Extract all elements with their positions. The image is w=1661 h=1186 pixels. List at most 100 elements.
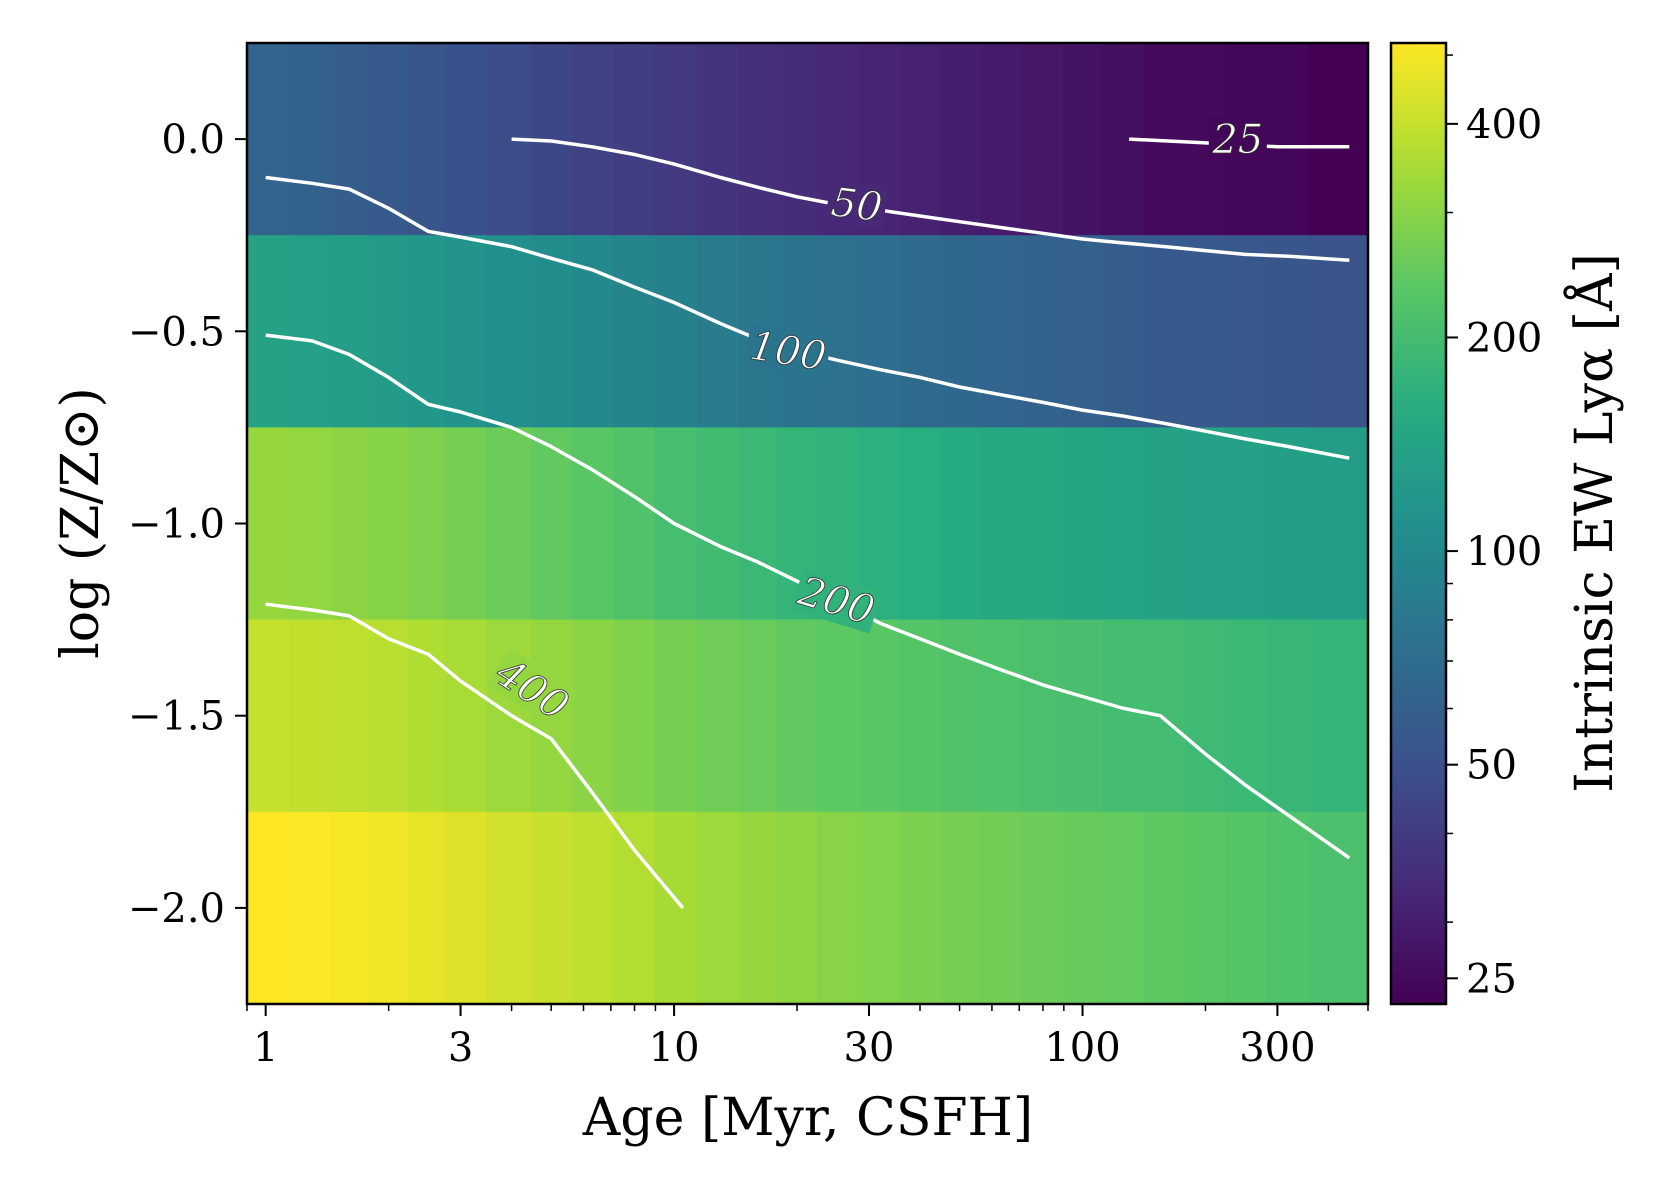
heatmap-cell bbox=[247, 619, 290, 813]
colorbar-frame bbox=[1389, 41, 1448, 1006]
heatmap-cell bbox=[816, 235, 860, 429]
contour-label-gap bbox=[825, 179, 889, 230]
heatmap-cell bbox=[247, 427, 290, 621]
heatmap-cell bbox=[1062, 619, 1104, 813]
heatmap-cell bbox=[739, 811, 779, 1004]
y-tick-label: −0.5 bbox=[128, 309, 225, 355]
colorbar-fill bbox=[1391, 43, 1446, 1004]
colorbar-title: Intrinsic EW Lyα [Å] bbox=[1563, 253, 1625, 793]
colorbar-tick-label: 400 bbox=[1466, 102, 1542, 148]
heatmap-cell bbox=[1062, 811, 1104, 1004]
heatmap-cell bbox=[613, 811, 656, 1004]
heatmap-cell bbox=[777, 43, 818, 236]
colorbar: 25 50 100 200 400 bbox=[1389, 41, 1542, 1006]
heatmap-cell bbox=[939, 619, 981, 813]
heatmap-cell bbox=[1144, 235, 1187, 429]
heatmap-cell bbox=[1266, 811, 1310, 1004]
heatmap-cell bbox=[571, 619, 615, 813]
heatmap-cell bbox=[1102, 427, 1145, 621]
contour-label: 50 bbox=[829, 179, 885, 231]
heatmap-cell bbox=[654, 619, 699, 813]
x-tick-label: 1 bbox=[253, 1025, 278, 1071]
heatmap-cell bbox=[288, 235, 332, 429]
heatmap-cell bbox=[980, 619, 1023, 813]
heatmap-cell bbox=[288, 619, 332, 813]
y-tick-label: −1.0 bbox=[128, 502, 225, 548]
heatmap-cell bbox=[571, 811, 615, 1004]
heatmap-cell bbox=[900, 811, 941, 1004]
heatmap-cell bbox=[739, 619, 779, 813]
heatmap-cell bbox=[939, 43, 981, 236]
heatmap-cell bbox=[247, 811, 290, 1004]
heatmap-cell bbox=[1266, 427, 1310, 621]
x-axis-title: Age [Myr, CSFH] bbox=[582, 1088, 1033, 1148]
heatmap-cell bbox=[444, 811, 487, 1004]
heatmap-cell bbox=[288, 427, 332, 621]
heatmap-cell bbox=[288, 43, 332, 236]
heatmap-cell bbox=[408, 235, 446, 429]
heatmap-cell bbox=[980, 427, 1023, 621]
heatmap-cell bbox=[777, 811, 818, 1004]
contour-label-group: 50 bbox=[825, 179, 889, 232]
x-tick-label: 10 bbox=[649, 1025, 700, 1071]
heatmap-cell bbox=[1102, 811, 1145, 1004]
heatmap-cell bbox=[900, 427, 941, 621]
x-tick-label: 30 bbox=[844, 1025, 895, 1071]
heatmap-cell bbox=[858, 811, 902, 1004]
heatmap-cell bbox=[654, 235, 699, 429]
heatmap-cell bbox=[1225, 811, 1268, 1004]
heatmap-cell bbox=[1185, 235, 1227, 429]
colorbar-tick-label: 25 bbox=[1466, 956, 1517, 1002]
heatmap-cell bbox=[739, 427, 779, 621]
heatmap-cell bbox=[1308, 427, 1368, 621]
heatmap-cell bbox=[613, 235, 656, 429]
heatmap-cell bbox=[368, 811, 410, 1004]
heatmap-cell bbox=[1062, 427, 1104, 621]
heatmap-cell bbox=[1062, 235, 1104, 429]
colorbar-tick-label: 200 bbox=[1466, 315, 1542, 361]
heatmap-cell bbox=[444, 235, 487, 429]
heatmap-cell bbox=[531, 427, 573, 621]
contour-label-gap bbox=[744, 322, 832, 379]
contour-label-group: 25 bbox=[1208, 117, 1267, 164]
y-tick-label: −1.5 bbox=[128, 694, 225, 740]
heatmap-cell bbox=[330, 619, 370, 813]
heatmap-cell bbox=[816, 811, 860, 1004]
heatmap-cell bbox=[1225, 427, 1268, 621]
heatmap-cell bbox=[288, 811, 332, 1004]
heatmap-cell bbox=[1266, 235, 1310, 429]
heatmap-cell bbox=[368, 619, 410, 813]
heatmap-cell bbox=[939, 427, 981, 621]
heatmap-cell bbox=[613, 619, 656, 813]
heatmap-cell bbox=[486, 235, 533, 429]
heatmap-cell bbox=[1266, 619, 1310, 813]
heatmap-cell bbox=[900, 43, 941, 236]
contour-line-200 bbox=[265, 333, 1351, 860]
heatmap-cell bbox=[444, 43, 487, 236]
heatmap-cell bbox=[939, 811, 981, 1004]
heatmap-cell bbox=[1021, 427, 1064, 621]
heatmap-cell bbox=[1021, 235, 1064, 429]
colorbar-tick-label: 100 bbox=[1466, 529, 1542, 575]
heatmap-cell bbox=[900, 619, 941, 813]
heatmap-cell bbox=[1308, 43, 1368, 236]
heatmap-cell bbox=[858, 619, 902, 813]
heatmap-cell bbox=[571, 43, 615, 236]
heatmap-cell bbox=[1102, 619, 1145, 813]
heatmap-cell bbox=[1266, 43, 1310, 236]
contour-label: 25 bbox=[1211, 117, 1263, 163]
heatmap-cell bbox=[697, 619, 740, 813]
heatmap-cell bbox=[330, 427, 370, 621]
heatmap-cell bbox=[739, 43, 779, 236]
heatmap-cell bbox=[1144, 811, 1187, 1004]
heatmap-cell bbox=[939, 235, 981, 429]
y-tick-label: 0.0 bbox=[161, 117, 225, 163]
heatmap-cell bbox=[697, 811, 740, 1004]
heatmap-cell bbox=[408, 43, 446, 236]
heatmap-cell bbox=[1185, 427, 1227, 621]
heatmap-cell bbox=[654, 43, 699, 236]
heatmap-cell bbox=[1225, 619, 1268, 813]
heatmap-cell bbox=[613, 43, 656, 236]
heatmap-cell bbox=[697, 427, 740, 621]
